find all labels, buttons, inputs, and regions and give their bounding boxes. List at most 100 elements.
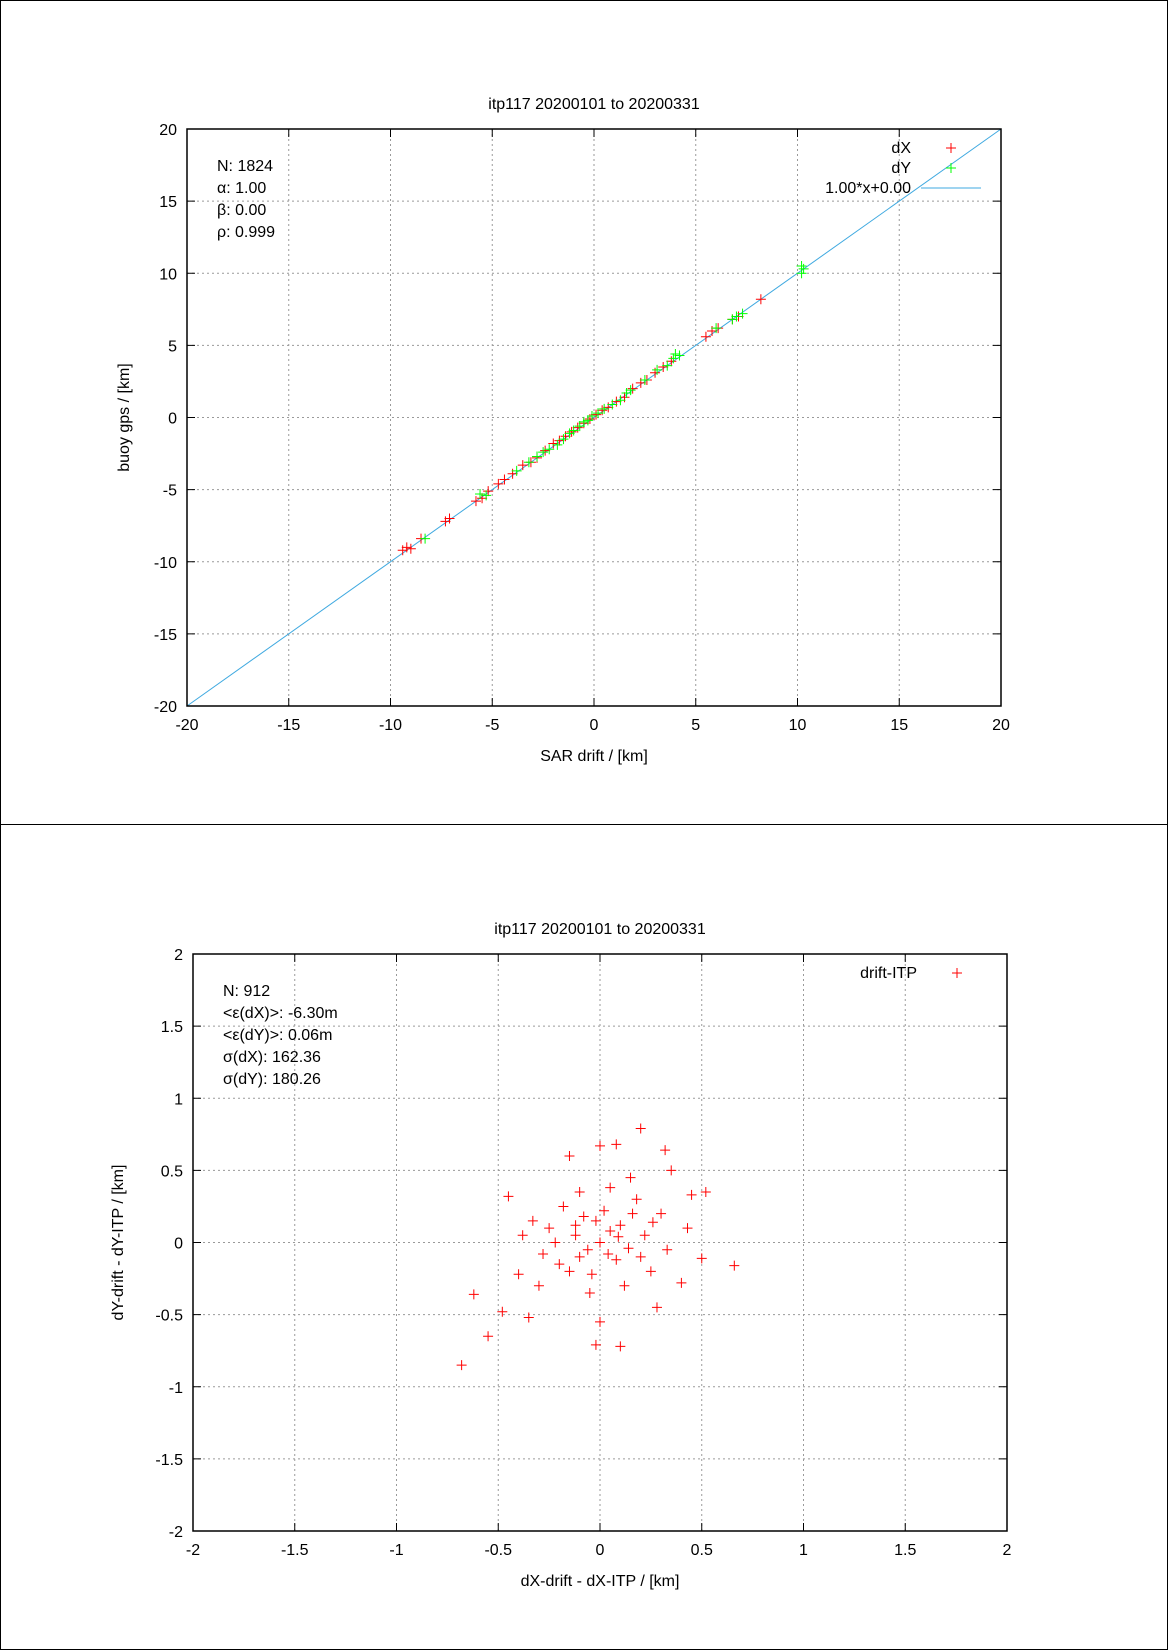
data-point xyxy=(511,465,522,476)
data-point xyxy=(660,1145,671,1156)
data-point xyxy=(533,1280,544,1291)
data-point xyxy=(483,1331,494,1342)
data-point xyxy=(670,349,681,360)
data-point xyxy=(593,408,604,419)
x-tick-label: 2 xyxy=(1003,1542,1012,1559)
x-axis-label: SAR drift / [km] xyxy=(540,748,648,765)
data-point xyxy=(554,1259,565,1270)
data-point xyxy=(727,314,738,325)
data-point xyxy=(497,1306,508,1317)
legend-marker xyxy=(952,968,962,978)
y-tick-label: -15 xyxy=(154,627,177,644)
data-point xyxy=(574,1187,585,1198)
data-point xyxy=(737,308,748,319)
data-point xyxy=(550,1237,561,1248)
data-point xyxy=(605,1225,616,1236)
legend-label: 1.00*x+0.00 xyxy=(825,180,911,197)
data-point xyxy=(611,396,622,407)
data-point xyxy=(554,435,565,446)
data-point xyxy=(599,403,610,414)
plot-frame xyxy=(186,128,1002,707)
data-point xyxy=(483,486,494,497)
y-tick-label: 0 xyxy=(174,1236,183,1253)
data-point xyxy=(707,325,718,336)
data-point xyxy=(639,374,650,385)
data-point xyxy=(755,294,766,305)
data-point xyxy=(656,1208,667,1219)
data-point xyxy=(627,1208,638,1219)
data-point xyxy=(570,1220,581,1231)
y-tick-label: 2 xyxy=(174,947,183,964)
data-point xyxy=(603,1249,614,1260)
data-point xyxy=(625,1172,636,1183)
stats-line: <ε(dY)>: 0.06m xyxy=(223,1027,332,1044)
y-tick-label: 20 xyxy=(159,122,177,139)
stats-line: α: 1.00 xyxy=(217,180,266,197)
data-point xyxy=(523,457,534,468)
data-point xyxy=(584,1287,595,1298)
x-tick-label: -15 xyxy=(277,717,300,734)
y-tick-label: -1.5 xyxy=(155,1452,183,1469)
data-point xyxy=(564,1150,575,1161)
x-tick-label: -10 xyxy=(379,717,402,734)
data-point xyxy=(647,1217,658,1228)
data-point xyxy=(674,350,685,361)
stats-line: <ε(dX)>: -6.30m xyxy=(223,1005,338,1022)
y-tick-label: -10 xyxy=(154,555,177,572)
data-point xyxy=(700,331,711,342)
data-point xyxy=(590,1215,601,1226)
y-axis-label: buoy gps / [km] xyxy=(116,363,133,472)
data-point xyxy=(527,1215,538,1226)
scatter-chart-bottom: -2 -1.5 -1 -0.5 0 0.5 1 1.5 2 -2 -1.5 -1 -0.5 0 0.5 1 1.… xyxy=(110,921,1012,1590)
legend-label: dX xyxy=(891,140,911,157)
x-tick-label: 0 xyxy=(596,1542,605,1559)
y-tick-label: 5 xyxy=(168,338,177,355)
data-point xyxy=(538,447,549,458)
y-tick-label: 10 xyxy=(159,266,177,283)
stats-line: N: 912 xyxy=(223,983,270,1000)
data-point xyxy=(619,1280,630,1291)
data-point xyxy=(456,1360,467,1371)
x-tick-label: -1.5 xyxy=(281,1542,309,1559)
data-point xyxy=(595,1140,605,1151)
series-dY xyxy=(420,261,809,544)
scatter-chart-top: -20 -15 -10 -5 0 5 10 15 20 -20 -15 -10 -5 0 5 10 15 20 it… xyxy=(116,96,1010,765)
data-point xyxy=(538,1249,549,1260)
data-point xyxy=(481,490,492,501)
data-point xyxy=(635,1123,646,1134)
stats-line: σ(dY): 180.26 xyxy=(223,1071,321,1088)
data-point xyxy=(651,1302,662,1313)
data-point xyxy=(544,444,555,455)
chart-panel-top: -20 -15 -10 -5 0 5 10 15 20 -20 -15 -10 -5 0 5 10 15 20 it… xyxy=(0,0,1168,825)
x-tick-label: 0.5 xyxy=(691,1542,713,1559)
data-point xyxy=(532,451,543,462)
y-tick-label: 1 xyxy=(174,1091,183,1108)
data-point xyxy=(615,1341,626,1352)
data-point xyxy=(652,364,663,375)
x-tick-label: 1.5 xyxy=(894,1542,916,1559)
data-point xyxy=(574,421,585,432)
chart-panel-bottom: -2 -1.5 -1 -0.5 0 0.5 1 1.5 2 -2 -1.5 -1 -0.5 0 0.5 1 1.… xyxy=(0,824,1168,1650)
x-tick-label: 0 xyxy=(590,717,599,734)
data-point xyxy=(493,478,504,489)
stats-line: σ(dX): 162.36 xyxy=(223,1049,321,1066)
data-point xyxy=(513,1269,524,1280)
data-point xyxy=(625,385,636,396)
data-point xyxy=(798,263,809,274)
y-tick-label: 0.5 xyxy=(161,1163,183,1180)
y-tick-label: 15 xyxy=(159,194,177,211)
stats-line: ρ: 0.999 xyxy=(217,224,275,241)
data-point xyxy=(662,360,673,371)
chart-title: itp117 20200101 to 20200331 xyxy=(494,921,706,938)
series-dX xyxy=(397,294,766,556)
data-point xyxy=(631,1194,642,1205)
legend-label: dY xyxy=(891,160,911,177)
data-point xyxy=(578,1211,589,1222)
data-point xyxy=(613,1231,624,1242)
legend-marker xyxy=(946,163,956,173)
y-tick-label: -2 xyxy=(169,1524,183,1541)
chart-title: itp117 20200101 to 20200331 xyxy=(488,96,700,113)
data-point xyxy=(666,1165,677,1176)
data-point xyxy=(676,1277,687,1288)
data-point xyxy=(499,474,510,485)
